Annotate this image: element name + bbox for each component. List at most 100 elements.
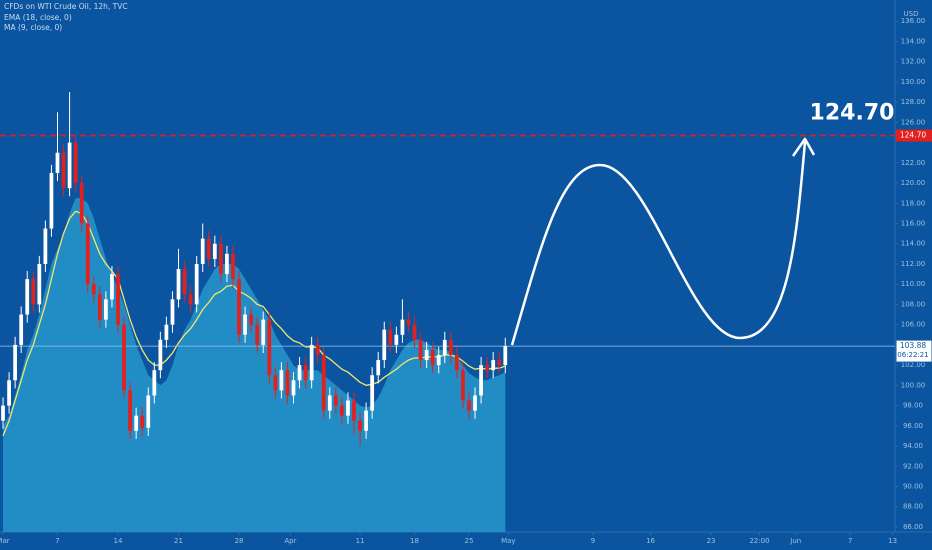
plot-area <box>0 20 898 535</box>
y-tick-label: 114.00 <box>901 240 926 248</box>
candle-body <box>13 344 18 381</box>
candle-body <box>400 319 405 335</box>
candle-body <box>418 339 423 361</box>
x-tick-label: 11 <box>356 537 365 545</box>
arrow-head <box>791 137 816 157</box>
axis-unit: USD <box>904 10 919 18</box>
last-price-tag <box>895 339 932 363</box>
candle-body <box>461 370 465 401</box>
candle-body <box>424 349 429 361</box>
candle-body <box>364 410 368 431</box>
candle-body <box>358 420 362 431</box>
y-tick-label: 96.00 <box>903 422 923 430</box>
candle-body <box>200 238 205 264</box>
y-tick-label: 112.00 <box>901 260 926 268</box>
candle-body <box>273 375 278 391</box>
x-tick-label: 14 <box>114 537 123 545</box>
candle-body <box>122 324 126 391</box>
candle-body <box>43 228 48 264</box>
candle-body <box>346 400 350 416</box>
candle-body <box>225 253 229 275</box>
candle-body <box>182 269 187 295</box>
candle-body <box>412 324 417 340</box>
candle-body <box>430 349 435 366</box>
candle-body <box>297 365 302 381</box>
candle-body <box>37 263 42 305</box>
x-tick-label: 7 <box>848 537 852 545</box>
y-tick-label: 102.00 <box>901 361 926 369</box>
candle-body <box>303 365 308 381</box>
y-tick-label: 86.00 <box>903 523 923 531</box>
candle-body <box>128 390 132 431</box>
candle-body <box>176 269 181 300</box>
last-price-label: 103.88 <box>900 341 926 350</box>
x-tick-label: 9 <box>591 537 595 545</box>
candle-body <box>170 299 175 325</box>
candle-body <box>267 319 272 376</box>
candle-body <box>442 339 447 356</box>
target-annotation: 124.70 <box>810 101 895 126</box>
candle-body <box>406 319 411 325</box>
x-tick-label: May <box>501 537 515 545</box>
candle-body <box>467 400 471 411</box>
candle-body <box>279 370 284 391</box>
y-tick-label: 136.00 <box>901 17 926 25</box>
candle-body <box>249 314 254 325</box>
candle-body <box>479 365 483 396</box>
x-tick-label: Jun <box>789 537 801 545</box>
candle-body <box>97 294 102 320</box>
candle-body <box>382 329 387 361</box>
candle-body <box>104 299 108 320</box>
candle-body <box>158 339 163 371</box>
target-price-label: 124.70 <box>900 131 926 140</box>
candle-body <box>436 355 441 366</box>
candle-body <box>327 395 332 411</box>
candle-body <box>212 243 217 259</box>
legend-entry: MA (9, close, 0) <box>4 23 62 32</box>
candle-body <box>116 274 120 325</box>
candle-body <box>237 279 241 335</box>
candle-body <box>255 324 260 345</box>
x-tick-label: 22:00 <box>749 537 769 545</box>
y-tick-label: 120.00 <box>901 179 926 187</box>
candle-body <box>285 370 290 396</box>
countdown-label: 06:22:21 <box>897 351 928 359</box>
x-tick-label: 18 <box>410 537 419 545</box>
x-tick-label: 25 <box>465 537 474 545</box>
x-tick-label: 16 <box>646 537 655 545</box>
candle-body <box>110 274 114 300</box>
y-tick-label: 118.00 <box>901 199 926 207</box>
candle-body <box>376 360 381 376</box>
y-tick-label: 92.00 <box>903 462 923 470</box>
y-tick-label: 126.00 <box>901 118 926 126</box>
candle-body <box>503 346 508 366</box>
y-tick-label: 106.00 <box>901 321 926 329</box>
candle-body <box>218 243 223 275</box>
y-tick-label: 116.00 <box>901 220 926 228</box>
candle-body <box>7 380 11 406</box>
y-tick-label: 100.00 <box>901 381 926 389</box>
candle-body <box>455 355 459 371</box>
candle-body <box>321 355 326 411</box>
candle-body <box>261 319 266 345</box>
y-tick-label: 110.00 <box>901 280 926 288</box>
y-tick-label: 134.00 <box>901 37 926 45</box>
candle-body <box>19 314 24 345</box>
candle-body <box>73 142 78 184</box>
target-price-tag <box>896 129 932 142</box>
candle-body <box>352 400 356 421</box>
ma-area <box>3 198 506 532</box>
x-tick-label: Apr <box>284 537 296 545</box>
candle-body <box>49 172 54 229</box>
forecast-arrow <box>510 141 807 346</box>
candle-body <box>152 370 157 396</box>
candle-body <box>497 360 502 366</box>
candle-body <box>67 142 72 189</box>
candle-body <box>473 395 477 411</box>
candle-body <box>55 152 60 173</box>
candle-body <box>388 329 393 345</box>
candle-body <box>31 279 36 305</box>
candle-body <box>340 405 344 416</box>
y-tick-label: 128.00 <box>901 98 926 106</box>
